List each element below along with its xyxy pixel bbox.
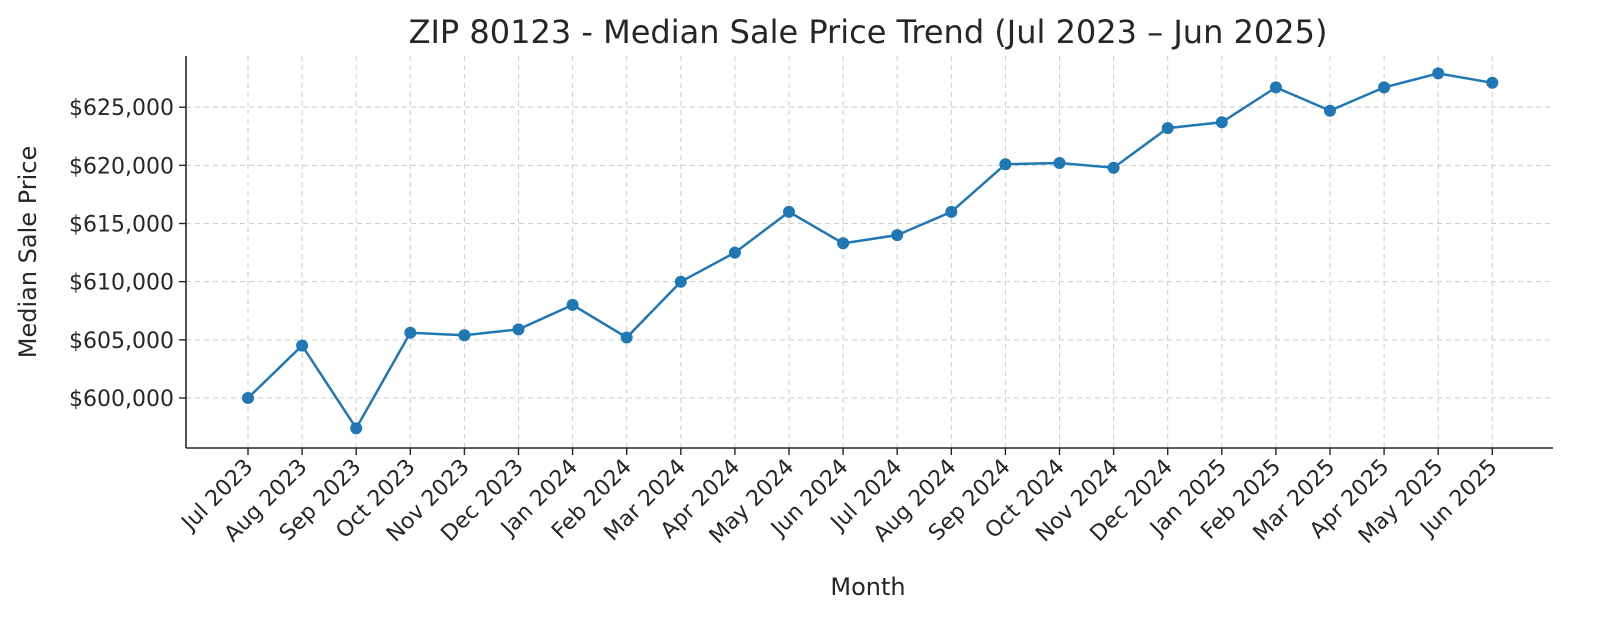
axes — [185, 56, 1553, 449]
data-point — [1432, 67, 1445, 80]
y-tick-label: $610,000 — [69, 271, 174, 296]
data-point — [350, 422, 363, 435]
data-point — [837, 237, 850, 250]
series — [242, 67, 1499, 435]
y-tick-label: $600,000 — [69, 387, 174, 412]
y-tick-label: $605,000 — [69, 329, 174, 354]
data-point — [728, 246, 741, 259]
data-point — [620, 331, 633, 344]
data-point — [945, 205, 958, 218]
data-point — [242, 392, 254, 404]
data-point — [1107, 161, 1120, 174]
grid — [186, 56, 1553, 448]
data-point — [512, 323, 525, 336]
y-tick-label: $615,000 — [69, 213, 174, 238]
series-line — [247, 72, 1493, 431]
data-point — [1486, 76, 1499, 89]
data-point — [674, 275, 687, 288]
y-ticks: $600,000 $605,000 $610,000 $615,000 $620,000… — [69, 96, 186, 412]
chart-title: ZIP 80123 - Median Sale Price Trend (Jul… — [409, 13, 1328, 51]
data-point — [566, 298, 579, 311]
y-tick-label: $620,000 — [69, 154, 174, 179]
data-point — [1269, 81, 1282, 94]
data-point — [296, 339, 309, 352]
data-point — [783, 205, 795, 218]
data-point — [1215, 116, 1228, 129]
data-point — [1053, 157, 1066, 169]
x-axis-label: Month — [830, 573, 905, 601]
data-point — [891, 229, 904, 242]
y-axis-label: Median Sale Price — [14, 146, 42, 358]
y-tick-label: $625,000 — [69, 96, 174, 121]
data-point — [458, 329, 471, 342]
data-point — [1378, 81, 1391, 94]
data-point — [404, 326, 417, 339]
data-point — [1324, 104, 1336, 117]
data-point — [1161, 122, 1174, 135]
data-point — [999, 158, 1012, 171]
